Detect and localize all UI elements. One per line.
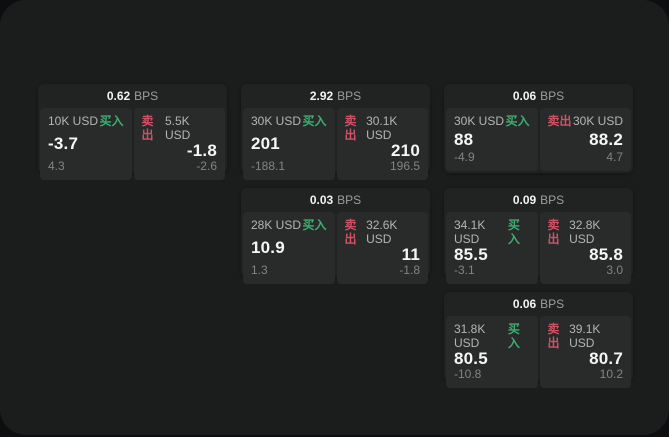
sell-price: 85.8	[589, 245, 623, 264]
sell-panel[interactable]: 卖出 30K USD 88.2 4.7	[539, 108, 631, 171]
sell-panel[interactable]: 卖出 30.1K USD 210 196.5	[336, 108, 428, 180]
sell-tag: 卖出	[547, 218, 560, 246]
buy-panel[interactable]: 28K USD 买入 10.9 1.3	[243, 212, 335, 284]
buy-price: 88	[454, 129, 474, 149]
buy-price: 85.5	[454, 245, 488, 264]
buy-price: 201	[251, 134, 280, 153]
sell-size: 5.5K USD	[164, 114, 191, 142]
sell-delta: 10.2	[599, 367, 623, 381]
sell-price: 80.7	[589, 349, 623, 368]
buy-size: 28K USD	[251, 218, 302, 232]
bps-value: 0.06	[512, 89, 537, 103]
buy-panel[interactable]: 34.1K USD 买入 85.5 -3.1	[446, 212, 538, 284]
buy-price: 10.9	[251, 238, 285, 257]
sell-delta: -2.6	[196, 159, 217, 173]
sell-panel[interactable]: 卖出 32.6K USD 11 -1.8	[336, 212, 428, 284]
buy-delta: -3.1	[454, 263, 475, 277]
buy-tag: 买入	[302, 218, 327, 232]
sell-tag: 卖出	[547, 322, 560, 350]
sell-delta: 4.7	[606, 150, 623, 164]
sell-delta: -1.8	[399, 263, 420, 277]
sell-delta: 3.0	[606, 263, 623, 277]
sell-size: 39.1K USD	[569, 322, 601, 350]
bps-header: 0.06 BPS	[444, 84, 633, 108]
quote-card[interactable]: 0.06 BPS 30K USD 买入 88 -4.9 卖出 30K USD 8…	[444, 84, 633, 173]
quote-card[interactable]: 0.03 BPS 28K USD 买入 10.9 1.3 卖出 32.6K US…	[241, 188, 430, 284]
buy-panel[interactable]: 30K USD 买入 201 -188.1	[243, 108, 335, 180]
sell-price: 210	[391, 141, 420, 160]
bps-unit-label: BPS	[337, 89, 362, 103]
bps-value: 2.92	[309, 89, 334, 103]
bps-unit-label: BPS	[540, 297, 565, 311]
bps-header: 0.06 BPS	[444, 292, 633, 316]
quote-card[interactable]: 0.09 BPS 34.1K USD 买入 85.5 -3.1 卖出 32.8K…	[444, 188, 633, 284]
bps-unit-label: BPS	[540, 89, 565, 103]
bps-unit-label: BPS	[337, 193, 362, 207]
bps-header: 0.03 BPS	[241, 188, 430, 212]
sell-size: 32.6K USD	[366, 218, 398, 246]
buy-delta: 4.3	[48, 159, 65, 173]
bps-header: 0.62 BPS	[38, 84, 227, 108]
sell-price: -1.8	[186, 141, 217, 160]
buy-tag: 买入	[507, 218, 520, 246]
buy-size: 34.1K USD	[454, 218, 486, 246]
buy-tag: 买入	[302, 114, 327, 128]
buy-price: -3.7	[48, 134, 79, 153]
bps-value: 0.06	[512, 297, 537, 311]
buy-size: 31.8K USD	[454, 322, 486, 350]
sell-tag: 卖出	[344, 114, 357, 142]
sell-price: 88.2	[589, 129, 623, 149]
buy-panel[interactable]: 31.8K USD 买入 80.5 -10.8	[446, 316, 538, 388]
quote-card[interactable]: 0.06 BPS 31.8K USD 买入 80.5 -10.8 卖出 39.1…	[444, 292, 633, 388]
buy-panel[interactable]: 30K USD 买入 88 -4.9	[446, 108, 538, 171]
sell-panel[interactable]: 卖出 39.1K USD 80.7 10.2	[539, 316, 631, 388]
quote-card[interactable]: 2.92 BPS 30K USD 买入 201 -188.1 卖出 30.1K …	[241, 84, 430, 180]
bps-value: 0.09	[512, 193, 537, 207]
sell-tag: 卖出	[344, 218, 357, 246]
quote-card[interactable]: 0.62 BPS 10K USD 买入 -3.7 4.3 卖出 5.5K USD…	[38, 84, 227, 180]
buy-size: 30K USD	[454, 114, 505, 128]
sell-panel[interactable]: 卖出 5.5K USD -1.8 -2.6	[133, 108, 225, 180]
sell-size: 32.8K USD	[569, 218, 601, 246]
bps-unit-label: BPS	[134, 89, 159, 103]
sell-size: 30.1K USD	[366, 114, 398, 142]
bps-header: 0.09 BPS	[444, 188, 633, 212]
bps-value: 0.03	[309, 193, 334, 207]
buy-tag: 买入	[505, 114, 530, 128]
sell-tag: 卖出	[141, 114, 154, 142]
bps-unit-label: BPS	[540, 193, 565, 207]
buy-size: 30K USD	[251, 114, 302, 128]
buy-tag: 买入	[99, 114, 124, 128]
buy-price: 80.5	[454, 349, 488, 368]
sell-panel[interactable]: 卖出 32.8K USD 85.8 3.0	[539, 212, 631, 284]
sell-price: 11	[401, 245, 420, 264]
buy-delta: -188.1	[251, 159, 286, 173]
buy-tag: 买入	[507, 322, 520, 350]
sell-size: 30K USD	[572, 114, 623, 128]
sell-tag: 卖出	[547, 114, 572, 128]
buy-delta: -4.9	[454, 150, 475, 164]
buy-delta: 1.3	[251, 263, 268, 277]
buy-size: 10K USD	[48, 114, 99, 128]
buy-delta: -10.8	[454, 367, 482, 381]
sell-delta: 196.5	[389, 159, 420, 173]
bps-value: 0.62	[106, 89, 131, 103]
bps-header: 2.92 BPS	[241, 84, 430, 108]
buy-panel[interactable]: 10K USD 买入 -3.7 4.3	[40, 108, 132, 180]
